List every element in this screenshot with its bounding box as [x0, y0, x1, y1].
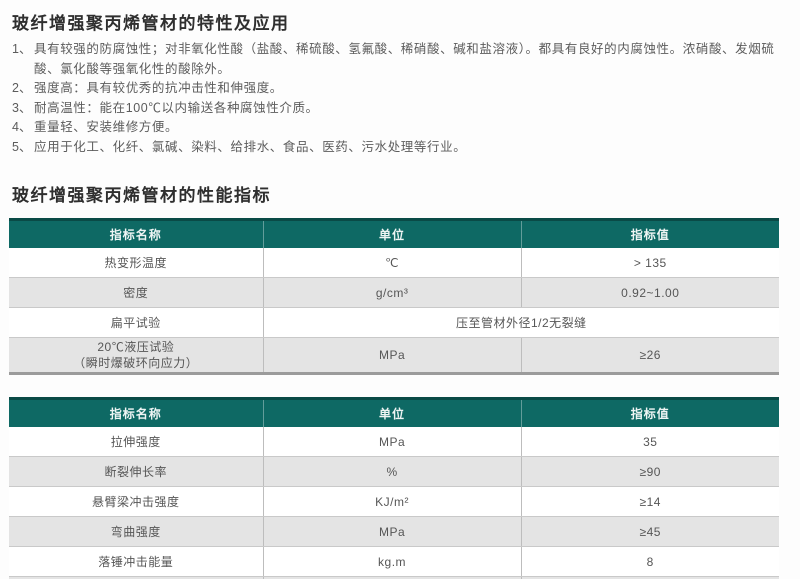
cell-value: > 135: [520, 248, 779, 278]
list-item: 3、 耐高温性：能在100℃以内输送各种腐蚀性介质。: [12, 99, 786, 119]
column-header-name: 指标名称: [9, 219, 264, 248]
table-row: 拉伸强度 MPa 35: [9, 427, 779, 457]
cell-unit: 10.5m/m.℃: [262, 576, 522, 579]
table-row: 扁平试验 压至管材外径1/2无裂缝: [9, 307, 779, 338]
table-row: 悬臂梁冲击强度 KJ/m² ≥14: [9, 486, 779, 517]
cell-unit: MPa: [262, 427, 522, 457]
cell-unit: KJ/m²: [262, 486, 522, 517]
list-item-number: 3、: [12, 100, 32, 115]
column-header-value: 指标值: [520, 219, 779, 248]
spec-table-2: 指标名称 单位 指标值 拉伸强度 MPa 35 断裂伸长率 % ≥90 悬臂梁冲…: [9, 397, 779, 579]
list-item: 1、 具有较强的防腐蚀性；对非氧化性酸（盐酸、稀硫酸、氢氟酸、稀硝酸、碱和盐溶液…: [12, 40, 786, 79]
list-item-text: 具有较强的防腐蚀性；对非氧化性酸（盐酸、稀硫酸、氢氟酸、稀硝酸、碱和盐溶液）。都…: [34, 42, 775, 76]
cell-value: 0.92~1.00: [520, 277, 779, 308]
cell-name: 扁平试验: [9, 307, 264, 338]
table-row: 热变形温度 ℃ > 135: [9, 248, 779, 278]
table-row: 密度 g/cm³ 0.92~1.00: [9, 277, 779, 308]
column-header-unit: 单位: [262, 398, 522, 427]
section-title: 玻纤增强聚丙烯管材的性能指标: [12, 186, 271, 205]
column-header-name: 指标名称: [9, 398, 264, 427]
feature-list: 1、 具有较强的防腐蚀性；对非氧化性酸（盐酸、稀硫酸、氢氟酸、稀硝酸、碱和盐溶液…: [0, 40, 800, 157]
list-item-text: 重量轻、安装维修方便。: [34, 120, 179, 134]
cell-name: 热变形温度: [9, 248, 264, 278]
column-header-unit: 单位: [262, 219, 522, 248]
table-row: 落锤冲击能量 kg.m 8: [9, 546, 779, 577]
page-title: 玻纤增强聚丙烯管材的特性及应用: [12, 14, 290, 33]
table-row: 20℃液压试验 （瞬时爆破环向应力） MPa ≥26: [9, 337, 779, 374]
cell-value: 35: [520, 427, 779, 457]
cell-name: 拉伸强度: [9, 427, 264, 457]
list-item-text: 强度高：具有较优秀的抗冲击性和伸强度。: [34, 81, 283, 95]
list-item: 5、 应用于化工、化纤、氯碱、染料、给排水、食品、医药、污水处理等行业。: [12, 138, 786, 158]
cell-value: ≥26: [520, 337, 779, 374]
table-row: 线膨胀系数 10.5m/m.℃ 9~11: [9, 576, 779, 579]
cell-unit: kg.m: [262, 546, 522, 577]
column-header-value: 指标值: [520, 398, 779, 427]
table-row: 断裂伸长率 % ≥90: [9, 456, 779, 487]
list-item-text: 应用于化工、化纤、氯碱、染料、给排水、食品、医药、污水处理等行业。: [34, 139, 467, 154]
list-item-text: 耐高温性：能在100℃以内输送各种腐蚀性介质。: [34, 100, 319, 115]
cell-name: 线膨胀系数: [9, 576, 264, 579]
cell-unit: g/cm³: [262, 277, 522, 308]
list-item: 4、 重量轻、安装维修方便。: [12, 118, 786, 138]
cell-merged-value: 压至管材外径1/2无裂缝: [262, 307, 779, 338]
cell-value: ≥90: [520, 456, 779, 487]
cell-value: ≥45: [520, 516, 779, 547]
list-item-number: 5、: [12, 139, 32, 154]
cell-unit: MPa: [262, 516, 522, 547]
cell-name: 20℃液压试验 （瞬时爆破环向应力）: [9, 337, 264, 374]
cell-unit: ℃: [262, 248, 522, 278]
table-header-row: 指标名称 单位 指标值: [9, 398, 779, 427]
cell-name: 弯曲强度: [9, 516, 264, 547]
cell-value: 9~11: [520, 576, 779, 579]
cell-unit: MPa: [262, 337, 522, 374]
list-item-number: 1、: [12, 42, 32, 56]
cell-value: 8: [520, 546, 779, 577]
spec-table-1: 指标名称 单位 指标值 热变形温度 ℃ > 135 密度 g/cm³ 0.92~…: [9, 218, 779, 375]
cell-name: 落锤冲击能量: [9, 546, 264, 577]
table-row: 弯曲强度 MPa ≥45: [9, 516, 779, 547]
list-item-number: 2、: [12, 81, 32, 95]
cell-name: 断裂伸长率: [9, 456, 264, 487]
cell-name: 密度: [9, 277, 264, 308]
table-header-row: 指标名称 单位 指标值: [9, 219, 779, 248]
list-item: 2、 强度高：具有较优秀的抗冲击性和伸强度。: [12, 79, 786, 99]
cell-unit: %: [262, 456, 522, 487]
cell-value: ≥14: [520, 486, 779, 517]
cell-name: 悬臂梁冲击强度: [9, 486, 264, 517]
list-item-number: 4、: [12, 120, 32, 134]
